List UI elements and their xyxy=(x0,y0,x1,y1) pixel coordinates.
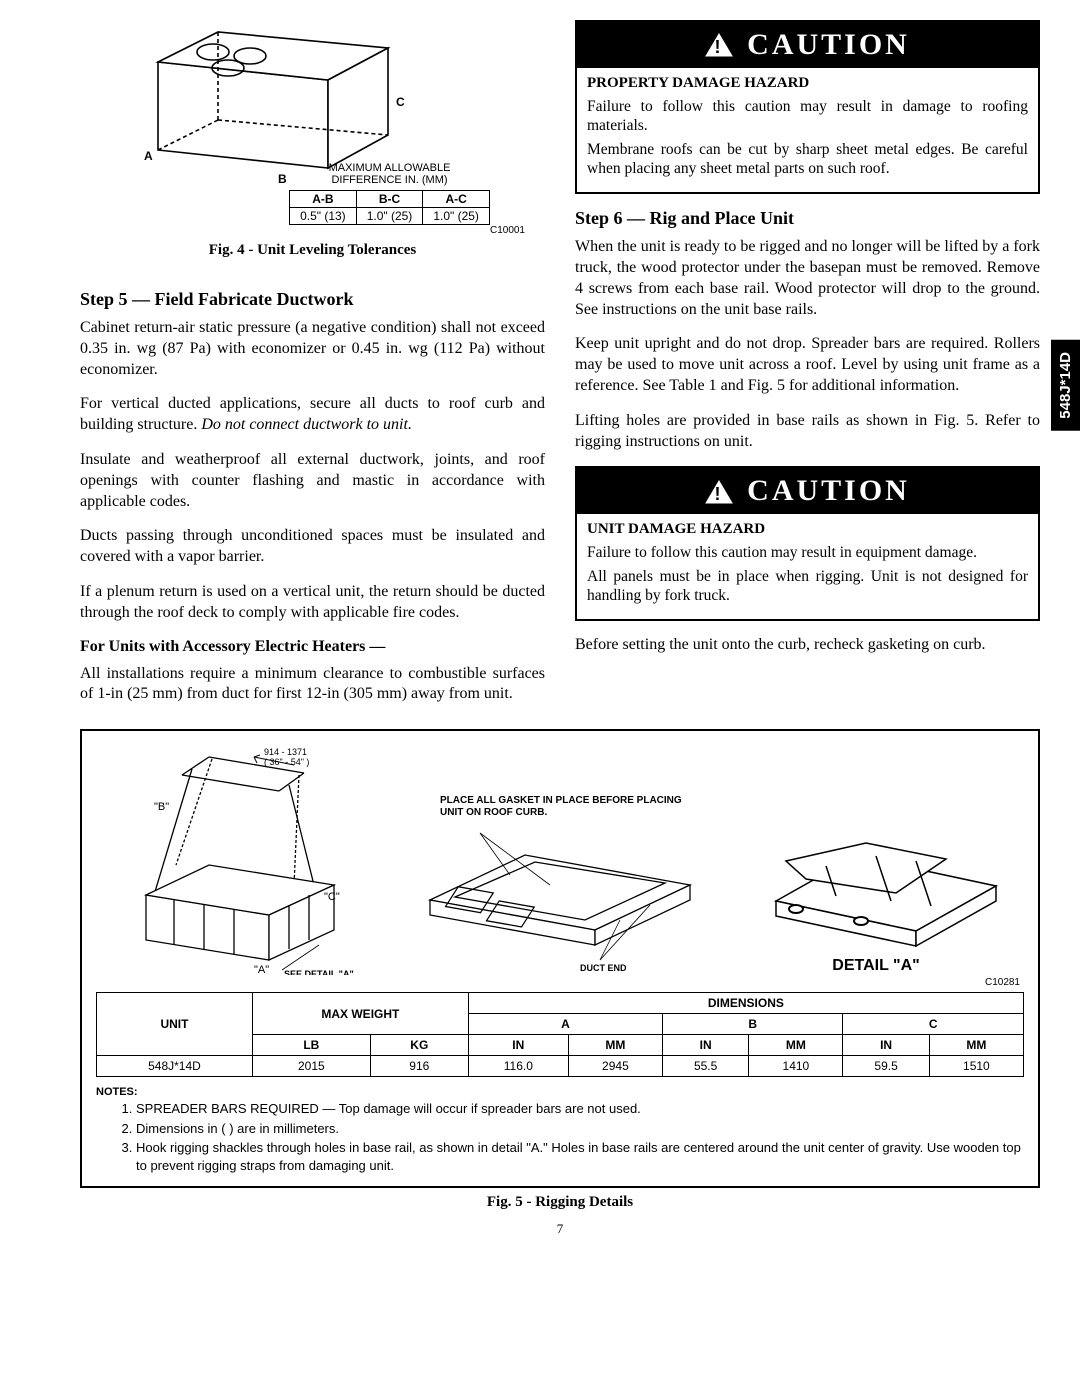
tol-bc: 1.0" (25) xyxy=(356,208,423,225)
caution1-sub: PROPERTY DAMAGE HAZARD xyxy=(587,74,1028,93)
wt-mm1: MM xyxy=(568,1035,662,1056)
svg-text:"C": "C" xyxy=(324,891,340,903)
step5-p3: Insulate and weatherproof all external d… xyxy=(80,450,545,512)
tolerance-table: A-B B-C A-C 0.5" (13) 1.0" (25) 1.0" (25… xyxy=(289,190,490,225)
svg-text:DUCT END: DUCT END xyxy=(580,963,627,973)
wt-mm3: MM xyxy=(929,1035,1023,1056)
wt-mm2: MM xyxy=(749,1035,843,1056)
wt-r1: 2015 xyxy=(252,1056,370,1077)
caution1-header: ! CAUTION xyxy=(577,22,1038,68)
step6-heading: Step 6 — Rig and Place Unit xyxy=(575,208,1040,229)
after-caution2: Before setting the unit onto the curb, r… xyxy=(575,635,1040,656)
wt-b: B xyxy=(663,1014,843,1035)
notes-block: NOTES: SPREADER BARS REQUIRED — Top dama… xyxy=(96,1083,1024,1174)
caution2-sub: UNIT DAMAGE HAZARD xyxy=(587,520,1028,539)
wt-unit-h: UNIT xyxy=(97,993,253,1056)
wt-r6: 1410 xyxy=(749,1056,843,1077)
note-2: Dimensions in ( ) are in millimeters. xyxy=(136,1120,1024,1138)
step5-heading: Step 5 — Field Fabricate Ductwork xyxy=(80,289,545,310)
fig5-detail-a: DETAIL "A" xyxy=(746,801,1006,975)
step5-sub: For Units with Accessory Electric Heater… xyxy=(80,638,545,656)
max-allow-label: MAXIMUM ALLOWABLE DIFFERENCE IN. (MM) xyxy=(289,162,490,186)
fig5-rigging-diagram: "B" "C" "A" 914 - 1371 ( 36" - 54" ) SEE… xyxy=(114,745,374,975)
detail-a-label: DETAIL "A" xyxy=(746,957,1006,975)
caution-box-1: ! CAUTION PROPERTY DAMAGE HAZARD Failure… xyxy=(575,20,1040,194)
step5-p6: All installations require a minimum clea… xyxy=(80,664,545,706)
caution-box-2: ! CAUTION UNIT DAMAGE HAZARD Failure to … xyxy=(575,466,1040,621)
step5-p1: Cabinet return-air static pressure (a ne… xyxy=(80,318,545,380)
wt-maxw-h: MAX WEIGHT xyxy=(252,993,468,1035)
left-column: A B C MAXIMUM ALLOWABLE DIFFERENCE IN. (… xyxy=(80,20,545,719)
side-tab: 548J*14D xyxy=(1051,340,1080,431)
fig5-curb-diagram: PLACE ALL GASKET IN PLACE BEFORE PLACING… xyxy=(420,795,700,975)
wt-r0: 548J*14D xyxy=(97,1056,253,1077)
wt-r8: 1510 xyxy=(929,1056,1023,1077)
wt-lb: LB xyxy=(252,1035,370,1056)
caution2-p1: Failure to follow this caution may resul… xyxy=(587,543,1028,562)
fig5-caption: Fig. 5 - Rigging Details xyxy=(80,1194,1040,1211)
fig4-diagram: A B C MAXIMUM ALLOWABLE DIFFERENCE IN. (… xyxy=(80,20,545,275)
wt-in3: IN xyxy=(843,1035,929,1056)
wt-dim-h: DIMENSIONS xyxy=(468,993,1023,1014)
weight-table: UNIT MAX WEIGHT DIMENSIONS A B C LB KG I… xyxy=(96,992,1024,1077)
fig4-caption: Fig. 4 - Unit Leveling Tolerances xyxy=(80,242,545,259)
tol-h-bc: B-C xyxy=(356,191,423,208)
caution1-p1: Failure to follow this caution may resul… xyxy=(587,97,1028,136)
note-1: SPREADER BARS REQUIRED — Top damage will… xyxy=(136,1100,1024,1118)
svg-text:"A": "A" xyxy=(254,964,269,975)
svg-text:"B": "B" xyxy=(154,801,169,813)
svg-text:C: C xyxy=(396,95,405,109)
page-number: 7 xyxy=(80,1221,1040,1237)
step6-p3: Lifting holes are provided in base rails… xyxy=(575,411,1040,453)
step5-p5: If a plenum return is used on a vertical… xyxy=(80,582,545,624)
caution2-header: ! CAUTION xyxy=(577,468,1038,514)
step6-p1: When the unit is ready to be rigged and … xyxy=(575,237,1040,320)
tol-h-ab: A-B xyxy=(290,191,357,208)
warning-icon: ! xyxy=(705,33,733,57)
svg-text:!: ! xyxy=(715,37,724,57)
fig4-num: C10001 xyxy=(80,225,545,236)
caution1-p2: Membrane roofs can be cut by sharp sheet… xyxy=(587,140,1028,179)
step6-p2: Keep unit upright and do not drop. Sprea… xyxy=(575,334,1040,396)
wt-in1: IN xyxy=(468,1035,568,1056)
note-3: Hook rigging shackles through holes in b… xyxy=(136,1139,1024,1174)
svg-text:SEE DETAIL "A": SEE DETAIL "A" xyxy=(284,969,354,975)
fig5-num: C10281 xyxy=(96,977,1020,988)
step5-p2: For vertical ducted applications, secure… xyxy=(80,394,545,436)
tol-ab: 0.5" (13) xyxy=(290,208,357,225)
wt-in2: IN xyxy=(663,1035,749,1056)
caution2-p2: All panels must be in place when rigging… xyxy=(587,567,1028,606)
two-column-layout: A B C MAXIMUM ALLOWABLE DIFFERENCE IN. (… xyxy=(80,20,1040,719)
wt-r2: 916 xyxy=(370,1056,468,1077)
page: 548J*14D xyxy=(0,0,1080,1257)
tol-ac: 1.0" (25) xyxy=(423,208,490,225)
svg-text:A: A xyxy=(144,149,153,163)
wt-r5: 55.5 xyxy=(663,1056,749,1077)
svg-text:!: ! xyxy=(715,484,724,504)
wt-r4: 2945 xyxy=(568,1056,662,1077)
fig5-box: "B" "C" "A" 914 - 1371 ( 36" - 54" ) SEE… xyxy=(80,729,1040,1188)
wt-r7: 59.5 xyxy=(843,1056,929,1077)
wt-kg: KG xyxy=(370,1035,468,1056)
svg-text:914 - 1371: 914 - 1371 xyxy=(264,747,307,757)
svg-text:B: B xyxy=(278,172,287,186)
notes-label: NOTES: xyxy=(96,1086,138,1098)
tol-h-ac: A-C xyxy=(423,191,490,208)
svg-text:( 36" - 54" ): ( 36" - 54" ) xyxy=(264,757,309,767)
wt-c: C xyxy=(843,1014,1024,1035)
wt-a: A xyxy=(468,1014,662,1035)
wt-r3: 116.0 xyxy=(468,1056,568,1077)
warning-icon: ! xyxy=(705,480,733,504)
step5-p4: Ducts passing through unconditioned spac… xyxy=(80,526,545,568)
right-column: ! CAUTION PROPERTY DAMAGE HAZARD Failure… xyxy=(575,20,1040,719)
